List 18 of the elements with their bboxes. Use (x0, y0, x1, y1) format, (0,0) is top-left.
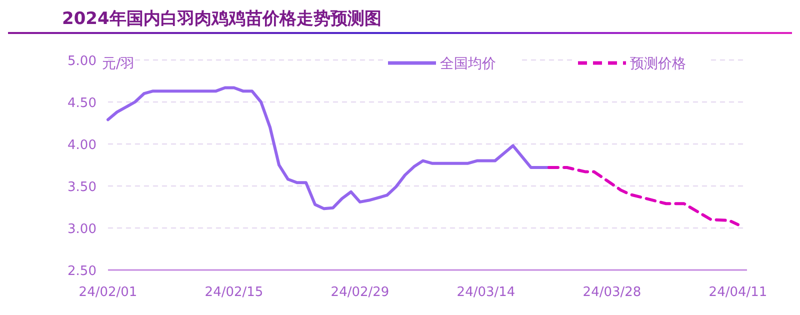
y-tick-label: 4.00 (68, 138, 96, 153)
line-series (106, 86, 550, 210)
chart-title: 2024年国内白羽肉鸡鸡苗价格走势预测图 (62, 9, 382, 29)
y-tick-label: 4.50 (68, 96, 96, 111)
x-tick-label: 24/04/11 (708, 285, 768, 300)
x-tick-label: 24/02/15 (204, 285, 264, 300)
legend-label: 预测价格 (630, 56, 686, 72)
y-axis-title: 元/羽 (102, 56, 135, 72)
y-tick-label: 2.50 (68, 264, 96, 279)
x-tick-label: 24/02/29 (330, 285, 390, 300)
y-tick-label: 3.00 (68, 222, 96, 237)
x-tick-label: 24/03/28 (582, 285, 642, 300)
x-tick-label: 24/02/01 (78, 285, 138, 300)
legend-label: 全国均价 (440, 56, 496, 72)
y-tick-label: 5.00 (68, 54, 96, 69)
x-tick-label: 24/03/14 (456, 285, 516, 300)
y-tick-label: 3.50 (68, 180, 96, 195)
line-series (548, 166, 740, 226)
